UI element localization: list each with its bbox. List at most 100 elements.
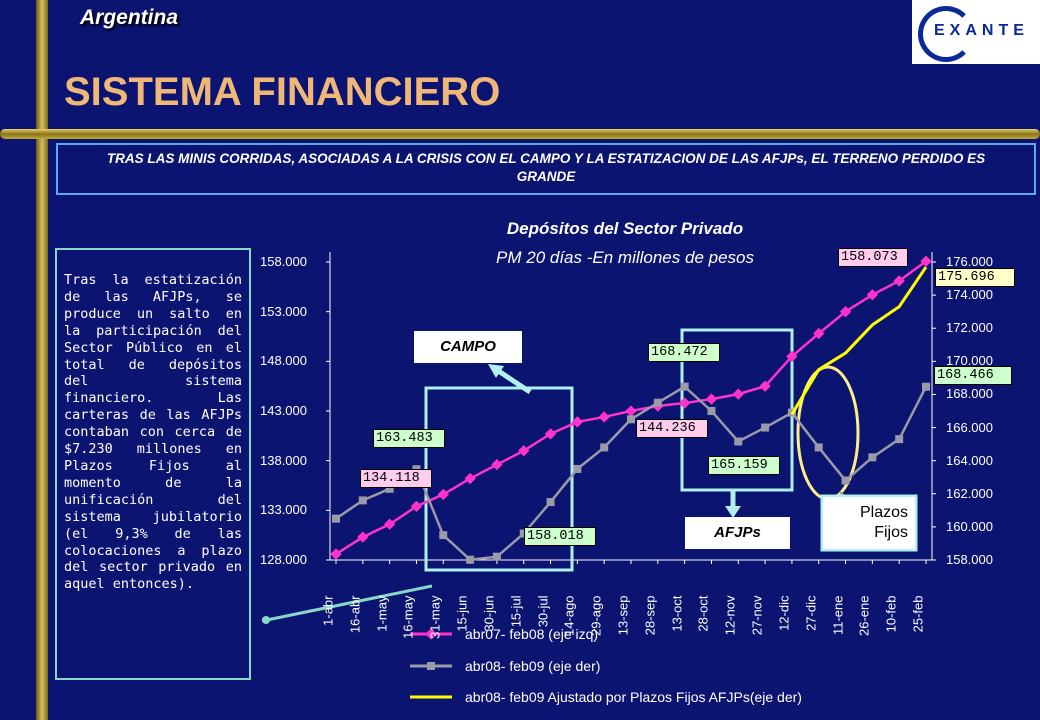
logo-ring-icon xyxy=(918,6,974,62)
x-tick-label: 27-dic xyxy=(803,595,819,631)
campo-annotation: CAMPO xyxy=(414,331,522,363)
plazos-line1: Plazos xyxy=(859,504,908,521)
series-1-marker xyxy=(491,458,503,471)
series-1-marker xyxy=(705,393,718,405)
series-1-marker xyxy=(571,416,584,428)
legend-series-3: abr08- feb09 Ajustado por Plazos Fijos A… xyxy=(465,689,802,705)
right-tick-label: 160.000 xyxy=(946,518,993,534)
series-2-marker xyxy=(627,415,635,424)
x-tick-label: 12-dic xyxy=(776,595,792,631)
series-1-marker xyxy=(383,518,396,530)
series-1-marker xyxy=(920,255,932,267)
x-tick-label: 1-may xyxy=(374,595,390,632)
label-165159: 165.159 xyxy=(708,456,780,475)
series-2-marker xyxy=(573,464,582,473)
series-2-marker xyxy=(680,382,689,391)
chart-subtitle: PM 20 días -En millones de pesos xyxy=(496,248,754,267)
series-2-marker xyxy=(707,407,716,415)
campo-arrowhead xyxy=(488,364,504,378)
series-2-marker xyxy=(814,443,823,452)
legend-marker-2 xyxy=(427,662,435,670)
x-tick-label: 16-may xyxy=(400,595,416,639)
label-158073: 158.073 xyxy=(838,248,908,267)
series-1-marker xyxy=(866,289,879,301)
legend-series-2: abr08- feb09 (eje der) xyxy=(465,658,601,674)
right-tick-label: 162.000 xyxy=(946,485,993,501)
afjps-annotation: AFJPs xyxy=(685,517,790,549)
left-tick-label: 143.000 xyxy=(260,403,307,418)
right-tick-label: 174.000 xyxy=(946,287,993,303)
series-1-marker xyxy=(759,380,771,392)
series-1-marker xyxy=(410,500,423,513)
plazos-fijos-annotation: Plazos Fijos xyxy=(823,497,915,549)
x-tick-label: 31-may xyxy=(427,595,443,639)
label-134118: 134.118 xyxy=(360,469,432,488)
x-tick-label: 13-oct xyxy=(669,595,685,632)
series-1-marker xyxy=(813,327,825,340)
series-1-marker xyxy=(625,405,637,417)
left-tick-label: 138.000 xyxy=(260,452,307,468)
label-158018: 158.018 xyxy=(524,527,596,546)
x-tick-label: 11-ene xyxy=(830,595,846,636)
left-tick-label: 158.000 xyxy=(260,254,307,269)
series-2-marker xyxy=(895,435,904,444)
right-tick-label: 176.000 xyxy=(946,254,993,269)
series-1-marker xyxy=(544,428,557,440)
right-tick-label: 168.000 xyxy=(946,386,993,402)
right-tick-label: 158.000 xyxy=(946,552,993,567)
series-1-marker xyxy=(330,548,342,560)
plazos-frame xyxy=(820,494,918,552)
left-tick-label: 133.000 xyxy=(260,502,307,518)
side-note-arrow-dot xyxy=(262,616,270,624)
x-tick-label: 28-oct xyxy=(695,595,711,632)
series-line-3 xyxy=(790,266,928,416)
page-title: SISTEMA FINANCIERO xyxy=(64,70,501,114)
series-2-marker xyxy=(600,443,609,452)
label-175696: 175.696 xyxy=(935,268,1015,287)
afjps-arrowhead xyxy=(725,506,741,518)
series-1-marker xyxy=(786,350,798,363)
header-gold-divider xyxy=(0,129,1040,139)
series-1-marker xyxy=(518,445,530,457)
series-2-marker xyxy=(922,382,930,391)
x-tick-label: 12-nov xyxy=(722,595,738,636)
series-2-marker xyxy=(519,529,528,538)
logo-text: EXANTE xyxy=(934,22,1029,39)
series-2-marker xyxy=(653,398,662,407)
label-168466: 168.466 xyxy=(934,366,1012,385)
series-1-marker xyxy=(598,411,610,423)
x-tick-label: 16-abr xyxy=(347,595,363,634)
series-2-marker xyxy=(466,555,475,564)
series-1-marker xyxy=(357,531,369,543)
x-tick-label: 26-ene xyxy=(856,595,872,636)
campo-arrow xyxy=(495,367,532,395)
side-note-arrow xyxy=(261,584,433,623)
left-tick-label: 128.000 xyxy=(260,552,307,567)
side-note: Tras la estatización de las AFJPs, se pr… xyxy=(55,248,251,680)
series-2-marker xyxy=(868,453,877,462)
series-2-marker xyxy=(734,437,743,446)
left-tick-label: 148.000 xyxy=(260,353,307,369)
legend-marker-1 xyxy=(425,628,437,640)
series-1-marker xyxy=(839,306,852,318)
plazos-line2: Fijos xyxy=(874,524,908,541)
x-tick-label: 13-sep xyxy=(615,595,631,636)
series-2-marker xyxy=(492,552,501,561)
x-tick-label: 25-feb xyxy=(910,595,926,633)
series-1-marker xyxy=(893,275,905,287)
label-144236: 144.236 xyxy=(636,419,708,438)
series-2-marker xyxy=(439,531,448,540)
x-tick-label: 27-nov xyxy=(749,595,765,636)
country-label: Argentina xyxy=(80,6,179,29)
right-tick-label: 172.000 xyxy=(946,320,993,336)
left-gold-bar xyxy=(36,0,48,720)
series-2-marker xyxy=(546,498,555,507)
label-163483: 163.483 xyxy=(373,429,445,448)
series-1-marker xyxy=(464,472,476,485)
headline-box: TRAS LAS MINIS CORRIDAS, ASOCIADAS A LA … xyxy=(56,143,1036,195)
left-tick-label: 153.000 xyxy=(260,303,307,319)
x-tick-label: 1-abr xyxy=(320,595,336,626)
right-tick-label: 164.000 xyxy=(946,452,993,468)
x-tick-label: 10-feb xyxy=(883,595,899,633)
